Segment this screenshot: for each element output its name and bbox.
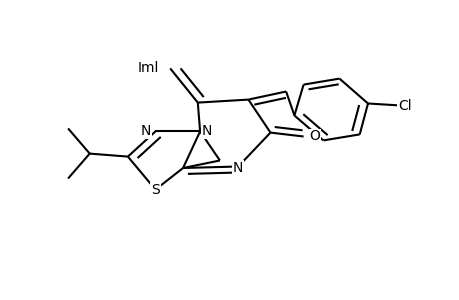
Text: N: N <box>233 161 243 175</box>
Text: N: N <box>202 124 212 138</box>
Text: Cl: Cl <box>397 99 411 112</box>
Text: O: O <box>309 130 320 143</box>
Text: S: S <box>151 183 160 196</box>
Text: N: N <box>141 124 151 138</box>
Text: Iml: Iml <box>137 61 158 75</box>
